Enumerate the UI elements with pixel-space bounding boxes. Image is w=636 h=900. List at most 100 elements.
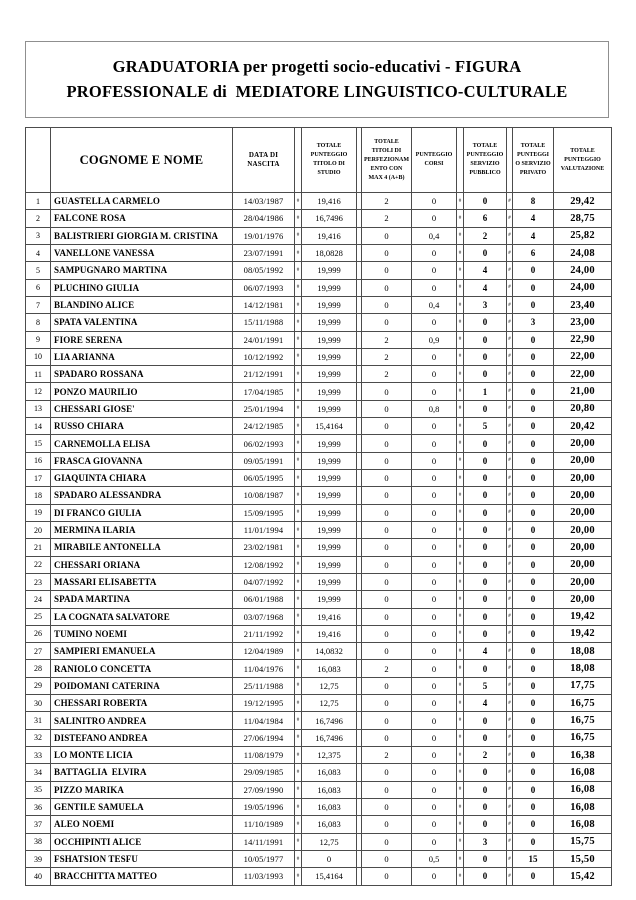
cell-date: 23/07/1991 <box>232 243 295 263</box>
cell-name: SAMPUGNARO MARTINA <box>50 261 233 280</box>
cell-perf: 0 <box>361 694 412 713</box>
overflow-marker: # <box>294 382 302 401</box>
overflow-marker: # <box>294 867 302 886</box>
table-row: 24 SPADA MARTINA 06/01/1988 #19,999 0 0 #0 #0 20… <box>25 590 612 609</box>
cell-date: 19/12/1995 <box>232 694 295 713</box>
overflow-marker: # <box>456 659 464 678</box>
cell-studio: 19,999 <box>301 347 357 367</box>
overflow-marker: # <box>456 607 464 626</box>
cell-date: 03/07/1968 <box>232 607 295 626</box>
cell-totale: 24,08 <box>553 243 612 263</box>
table-row: 17 GIAQUINTA CHIARA 06/05/1995 #19,999 0 0 #0 #… <box>25 468 612 488</box>
table-row: 14 RUSSO CHIARA 24/12/1985 #15,4164 0 0 #5 #0 20… <box>25 417 612 436</box>
cell-date: 10/08/1987 <box>232 486 295 505</box>
cell-privato: 0 <box>512 520 554 540</box>
table-row: 13 CHESSARI GIOSE' 25/01/1994 #19,999 0 0,8 #0… <box>25 399 612 419</box>
table-row: 2 FALCONE ROSA 28/04/1986 #16,7496 2 0 #6 #4 28,… <box>25 209 612 228</box>
cell-pubblico: 0 <box>463 763 507 782</box>
cell-name: SPATA VALENTINA <box>50 313 233 332</box>
cell-date: 14/12/1981 <box>232 295 295 315</box>
cell-perf: 2 <box>361 745 412 765</box>
cell-date: 24/01/1991 <box>232 330 295 349</box>
cell-date: 23/02/1981 <box>232 538 295 557</box>
ranking-table-container: COGNOME E NOME DATA DI NASCITA TOTALE PU… <box>25 127 612 886</box>
cell-totale: 16,38 <box>553 745 612 765</box>
cell-pubblico: 0 <box>463 555 507 574</box>
cell-perf: 0 <box>361 295 412 315</box>
cell-privato: 0 <box>512 295 554 315</box>
table-row: 23 MASSARI ELISABETTA 04/07/1992 #19,999 0 0 #… <box>25 572 612 592</box>
cell-date: 14/11/1991 <box>232 832 295 851</box>
cell-totale: 20,00 <box>553 468 612 488</box>
cell-date: 11/08/1979 <box>232 745 295 765</box>
overflow-marker: # <box>294 365 302 384</box>
cell-privato: 0 <box>512 676 554 696</box>
cell-privato: 0 <box>512 711 554 730</box>
table-row: 11 SPADARO ROSSANA 21/12/1991 #19,999 2 0 #0 #0… <box>25 365 612 384</box>
cell-pubblico: 0 <box>463 815 507 834</box>
cell-date: 14/03/1987 <box>232 191 295 211</box>
cell-corsi: 0 <box>411 694 457 713</box>
cell-privato: 0 <box>512 832 554 851</box>
overflow-marker: # <box>294 572 302 592</box>
cell-date: 24/12/1985 <box>232 417 295 436</box>
cell-privato: 0 <box>512 486 554 505</box>
cell-totale: 19,42 <box>553 607 612 626</box>
cell-corsi: 0 <box>411 780 457 799</box>
cell-name: OCCHIPINTI ALICE <box>50 832 233 851</box>
overflow-marker: # <box>294 555 302 574</box>
cell-name: RUSSO CHIARA <box>50 417 233 436</box>
table-row: 22 CHESSARI ORIANA 12/08/1992 #19,999 0 0 #0 #0… <box>25 555 612 574</box>
overflow-marker: # <box>294 226 302 245</box>
cell-corsi: 0 <box>411 745 457 765</box>
overflow-marker: # <box>456 399 464 419</box>
cell-studio: 16,083 <box>301 815 357 834</box>
cell-name: TUMINO NOEMI <box>50 624 233 644</box>
cell-pubblico: 0 <box>463 780 507 799</box>
cell-perf: 2 <box>361 330 412 349</box>
header-titoli-perfezionamento: TOTALE TITOLI DI PERFEZIONAMENTO CON MAX… <box>361 127 412 193</box>
cell-privato: 8 <box>512 191 554 211</box>
cell-totale: 16,75 <box>553 728 612 748</box>
cell-rank: 33 <box>25 745 51 765</box>
cell-privato: 0 <box>512 365 554 384</box>
table-row: 18 SPADARO ALESSANDRA 10/08/1987 #19,999 0 0 #… <box>25 486 612 505</box>
overflow-marker: # <box>456 832 464 851</box>
overflow-marker: # <box>294 278 302 297</box>
cell-name: MIRABILE ANTONELLA <box>50 538 233 557</box>
cell-perf: 0 <box>361 313 412 332</box>
cell-corsi: 0 <box>411 538 457 557</box>
cell-studio: 12,75 <box>301 832 357 851</box>
cell-name: BRACCHITTA MATTEO <box>50 867 233 886</box>
cell-perf: 0 <box>361 538 412 557</box>
cell-corsi: 0,9 <box>411 330 457 349</box>
cell-privato: 15 <box>512 849 554 869</box>
cell-privato: 0 <box>512 261 554 280</box>
cell-studio: 16,083 <box>301 797 357 817</box>
cell-studio: 19,999 <box>301 330 357 349</box>
cell-corsi: 0 <box>411 468 457 488</box>
cell-studio: 19,999 <box>301 538 357 557</box>
cell-corsi: 0 <box>411 815 457 834</box>
graduatoria-table: COGNOME E NOME DATA DI NASCITA TOTALE PU… <box>25 127 612 886</box>
cell-corsi: 0 <box>411 797 457 817</box>
cell-studio: 19,999 <box>301 295 357 315</box>
cell-corsi: 0 <box>411 867 457 886</box>
cell-totale: 23,00 <box>553 313 612 332</box>
cell-name: PLUCHINO GIULIA <box>50 278 233 297</box>
cell-perf: 0 <box>361 780 412 799</box>
cell-date: 12/08/1992 <box>232 555 295 574</box>
cell-studio: 15,4164 <box>301 417 357 436</box>
cell-rank: 26 <box>25 624 51 644</box>
table-row: 7 BLANDINO ALICE 14/12/1981 #19,999 0 0,4 #3 #0… <box>25 295 612 315</box>
cell-date: 12/04/1989 <box>232 642 295 661</box>
header-punteggio-valutazione: TOTALE PUNTEGGIO VALUTAZIONE <box>553 127 612 193</box>
overflow-marker: # <box>456 261 464 280</box>
cell-rank: 27 <box>25 642 51 661</box>
cell-studio: 19,999 <box>301 434 357 453</box>
overflow-marker: # <box>294 659 302 678</box>
overflow-marker: # <box>456 694 464 713</box>
overflow-marker: # <box>456 780 464 799</box>
overflow-marker: # <box>294 434 302 453</box>
cell-rank: 14 <box>25 417 51 436</box>
